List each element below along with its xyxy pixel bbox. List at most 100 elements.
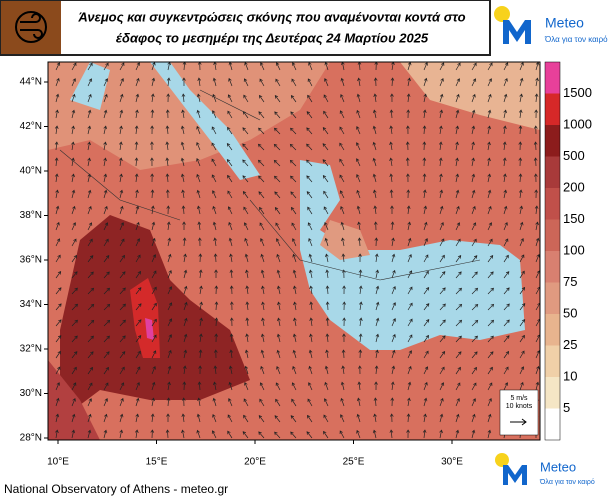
wind-arrow	[182, 237, 187, 247]
wind-arrow	[439, 238, 445, 247]
wind-arrow	[487, 157, 491, 167]
wind-arrow	[422, 141, 427, 151]
wind-arrow	[422, 429, 427, 439]
wind-arrow	[55, 413, 60, 423]
wind-arrow	[87, 62, 93, 71]
wind-arrow	[471, 335, 478, 343]
lat-label: 44°N	[20, 77, 42, 88]
wind-arrow	[356, 189, 361, 199]
wind-arrow	[276, 349, 281, 359]
wind-arrow	[87, 366, 93, 375]
wind-arrow	[324, 237, 329, 247]
wind-arrow	[439, 350, 446, 359]
wind-arrow	[322, 159, 329, 167]
wind-arrow	[227, 414, 233, 423]
wind-arrow	[375, 333, 380, 343]
wind-arrow	[423, 397, 428, 407]
wind-arrow	[260, 349, 265, 359]
wind-arrow	[339, 110, 345, 119]
wind-arrow	[503, 93, 508, 103]
wind-arrow	[261, 301, 265, 311]
wind-arrow	[339, 142, 345, 151]
wind-arrow	[135, 366, 141, 375]
wind-speed: 5 m/s	[510, 395, 528, 402]
wind-arrow	[340, 381, 345, 391]
wind-arrow	[339, 414, 345, 423]
wind-arrow	[119, 238, 125, 247]
wind-arrow	[165, 157, 170, 167]
wind-arrow	[323, 110, 329, 119]
wind-arrow	[325, 253, 329, 263]
wind-arrow	[211, 158, 217, 167]
wind-arrow	[71, 141, 75, 151]
wind-arrow	[423, 221, 428, 231]
wind-arrow	[534, 173, 538, 183]
wind-arrow	[389, 125, 394, 135]
logo-name: Meteo	[540, 459, 576, 474]
wind-arrow	[390, 93, 394, 103]
wind-arrow	[373, 413, 377, 423]
wind-arrow	[373, 189, 377, 199]
wind-arrow	[275, 222, 281, 231]
wind-arrow	[181, 413, 186, 423]
wind-arrow	[356, 429, 361, 439]
wind-arrow	[71, 205, 76, 215]
wind-arrow	[151, 205, 155, 215]
wind-arrow	[71, 335, 78, 343]
wind-arrow	[406, 93, 411, 103]
wind-arrow	[358, 349, 363, 359]
wind-arrow	[503, 254, 509, 263]
wind-arrow	[87, 413, 92, 423]
colorbar-label: 150	[563, 211, 585, 226]
wind-arrow	[198, 253, 203, 263]
wind-arrow	[119, 125, 123, 135]
wind-arrow	[135, 270, 141, 279]
wind-arrow	[423, 366, 429, 375]
wind-arrow	[245, 285, 250, 295]
wind-arrow	[103, 93, 108, 103]
wind-arrow	[55, 109, 59, 119]
lat-label: 32°N	[20, 344, 42, 355]
wind-arrow	[55, 221, 60, 231]
wind-arrow	[406, 205, 411, 215]
wind-arrow	[308, 237, 313, 247]
wind-arrow	[103, 255, 110, 263]
wind-arrow	[243, 78, 249, 87]
wind-arrow	[407, 286, 413, 295]
wind-arrow	[243, 414, 249, 423]
wind-arrow	[455, 413, 460, 423]
footer: National Observatory of Athens - meteo.g…	[4, 482, 228, 496]
lon-label: 20°E	[244, 457, 266, 468]
wind-arrow	[455, 255, 462, 263]
wind-arrow	[227, 174, 233, 183]
wind-arrow	[259, 382, 265, 391]
wind-arrow	[518, 157, 523, 167]
wind-arrow	[390, 221, 395, 231]
wind-arrow	[150, 157, 154, 167]
wind-arrow	[119, 93, 124, 103]
wind-arrow	[519, 221, 524, 231]
wind-arrow	[196, 173, 201, 183]
wind-arrow	[535, 237, 540, 247]
colorbar-label: 200	[563, 179, 585, 194]
wind-arrow	[309, 317, 313, 327]
colorbar-segment	[545, 188, 560, 220]
colorbar-segment	[545, 408, 560, 440]
wind-arrow	[455, 303, 463, 311]
wind-arrow	[423, 303, 430, 311]
lat-label: 42°N	[20, 121, 42, 132]
wind-arrow	[103, 319, 111, 327]
wind-arrow	[196, 205, 201, 215]
wind-arrow	[291, 206, 297, 215]
wind-arrow	[455, 335, 462, 343]
wind-arrow	[372, 141, 377, 151]
wind-arrow	[119, 222, 124, 231]
wind-arrow	[340, 397, 345, 407]
wind-arrow	[534, 189, 539, 199]
wind-arrow	[212, 413, 217, 423]
wind-arrow	[455, 205, 460, 215]
wind-arrow	[455, 366, 461, 375]
wind-arrow	[375, 317, 380, 327]
wind-arrow	[54, 125, 59, 135]
